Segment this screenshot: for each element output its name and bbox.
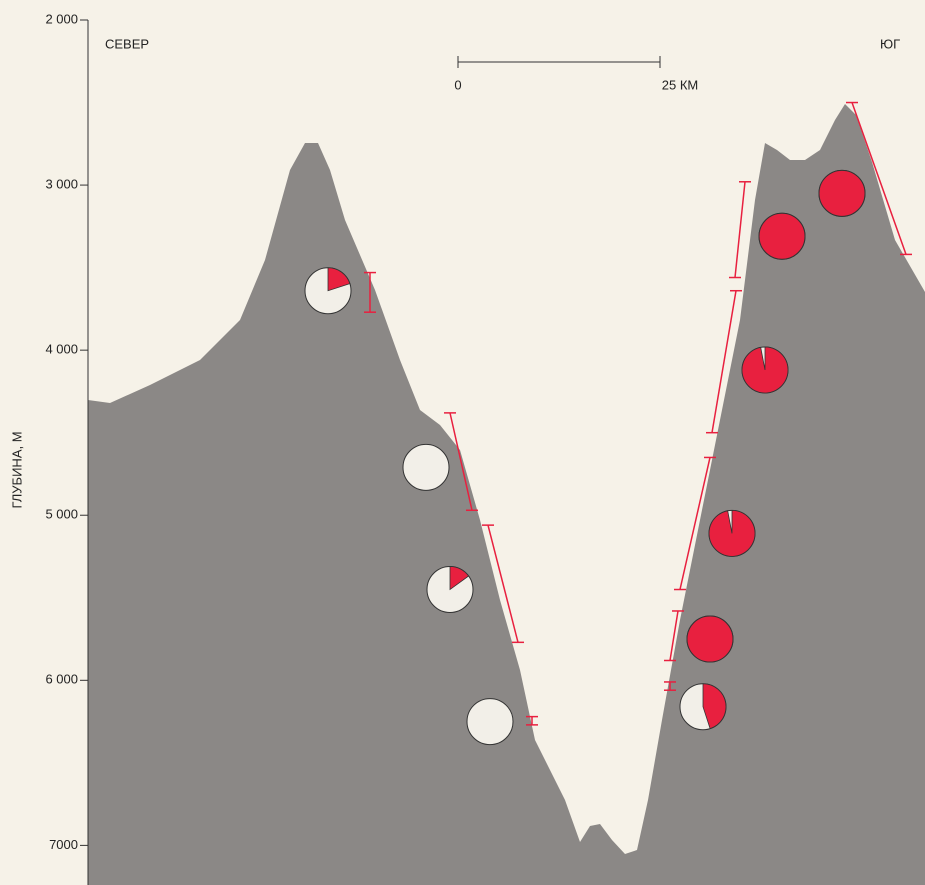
- depth-range: [735, 182, 745, 278]
- sample-red-share: [687, 616, 733, 662]
- y-tick-label: 4 000: [45, 342, 78, 357]
- page: {"chart_data": { "type": "profile", "y_l…: [0, 0, 925, 885]
- y-tick-label: 3 000: [45, 177, 78, 192]
- sample-circle: [403, 444, 449, 490]
- north-label: СЕВЕР: [105, 36, 149, 51]
- chart: ГЛУБИНА, М СЕВЕР ЮГ 0 25 КМ 2 000 3 000 4 …: [0, 0, 925, 885]
- y-tick-label: 5 000: [45, 507, 78, 522]
- y-tick-label: 6 000: [45, 672, 78, 687]
- scale-end-label: 25 КМ: [662, 77, 698, 92]
- south-label: ЮГ: [880, 36, 900, 51]
- y-tick-label: 7000: [49, 837, 78, 852]
- sample-red-share: [819, 170, 865, 216]
- sample-red-share: [709, 510, 755, 556]
- scale-bar: [458, 56, 660, 68]
- sample-circle: [467, 699, 513, 745]
- sample-red-share: [759, 213, 805, 259]
- sample-red-share: [742, 347, 788, 393]
- y-tick-label: 2 000: [45, 11, 78, 26]
- scale-start-label: 0: [454, 77, 461, 92]
- y-axis-label: ГЛУБИНА, М: [9, 431, 24, 508]
